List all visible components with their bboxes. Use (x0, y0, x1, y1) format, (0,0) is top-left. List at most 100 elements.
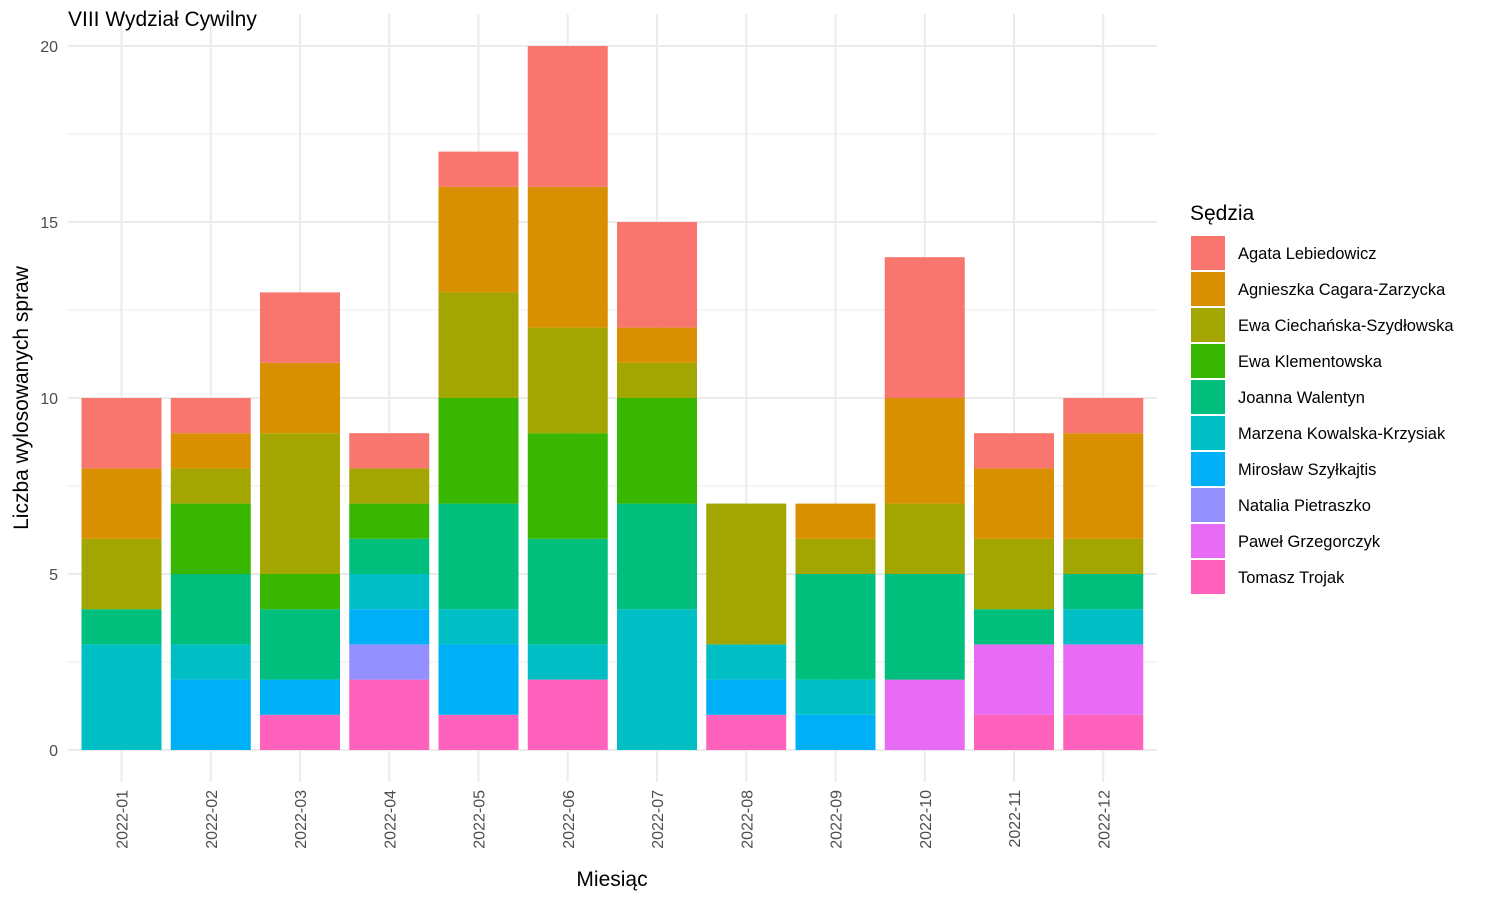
bar-segment (974, 433, 1054, 469)
bar-segment (884, 503, 965, 574)
bar-segment (974, 714, 1054, 750)
legend-key (1191, 488, 1225, 522)
legend-key (1191, 380, 1225, 414)
x-tick-label: 2022-03 (293, 790, 310, 849)
bar-segment (81, 538, 162, 610)
bar-segment (81, 609, 162, 645)
legend-label: Paweł Grzegorczyk (1238, 533, 1381, 551)
bar-segment (527, 644, 608, 680)
bar-segment (884, 574, 965, 680)
bar-segment (1063, 433, 1144, 539)
bar-segment (795, 574, 876, 680)
bar-segment (260, 714, 340, 750)
bar-segment (706, 503, 787, 645)
legend-key (1191, 272, 1225, 306)
legend-label: Tomasz Trojak (1238, 569, 1345, 587)
bar-segment (170, 398, 251, 434)
bar-segment (81, 644, 162, 750)
y-tick-label: 10 (40, 391, 58, 408)
bar-segment (617, 609, 697, 750)
legend-key (1191, 308, 1225, 342)
legend-item: Agata Lebiedowicz (1191, 236, 1377, 270)
bar-segment (884, 679, 965, 750)
bar-segment (617, 327, 697, 363)
bar-segment (617, 398, 697, 504)
bar-segment (260, 679, 340, 715)
bar-segment (1063, 609, 1144, 645)
chart-title: VIII Wydział Cywilny (68, 8, 257, 31)
bar-segment (1063, 574, 1144, 610)
x-tick-label: 2022-02 (204, 790, 221, 849)
bar-segment (260, 574, 340, 610)
legend-label: Natalia Pietraszko (1238, 497, 1371, 515)
bar-segment (974, 468, 1054, 539)
legend-label: Joanna Walentyn (1238, 389, 1365, 407)
bar-segment (974, 644, 1054, 715)
bar-segment (884, 398, 965, 504)
y-tick-label: 15 (40, 215, 58, 232)
bar-segment (438, 503, 519, 610)
legend-item: Ewa Ciechańska-Szydłowska (1191, 308, 1454, 342)
legend-item: Agnieszka Cagara-Zarzycka (1191, 272, 1446, 306)
x-tick-label: 2022-12 (1096, 790, 1113, 849)
bar-segment (170, 433, 251, 469)
legend-label: Ewa Ciechańska-Szydłowska (1238, 317, 1454, 335)
bar-segment (170, 503, 251, 574)
x-tick-label: 2022-09 (829, 790, 846, 849)
bar-segment (349, 433, 430, 469)
legend-item: Ewa Klementowska (1191, 344, 1383, 378)
legend-item: Natalia Pietraszko (1191, 488, 1371, 522)
legend-label: Ewa Klementowska (1238, 353, 1383, 371)
legend-label: Agnieszka Cagara-Zarzycka (1238, 281, 1446, 299)
bar-segment (617, 222, 697, 328)
bar-segment (170, 468, 251, 504)
bars (81, 46, 1144, 750)
bar-segment (527, 327, 608, 434)
x-tick-label: 2022-04 (382, 790, 399, 849)
bar-segment (884, 257, 965, 398)
bar-segment (706, 679, 787, 715)
bar-segment (81, 398, 162, 469)
bar-segment (349, 538, 430, 574)
bar-segment (170, 644, 251, 680)
x-tick-label: 2022-10 (918, 790, 935, 849)
bar-segment (349, 644, 430, 680)
bar-segment (349, 679, 430, 750)
bar-segment (527, 186, 608, 328)
x-axis-title: Miesiąc (576, 868, 647, 891)
bar-segment (349, 503, 430, 539)
legend-key (1191, 416, 1225, 450)
legend-label: Marzena Kowalska-Krzysiak (1238, 425, 1446, 443)
bar-segment (438, 398, 519, 504)
bar-segment (1063, 538, 1144, 574)
bar-segment (795, 679, 876, 715)
legend-label: Mirosław Szyłkajtis (1238, 461, 1376, 479)
bar-segment (974, 609, 1054, 645)
x-tick-label: 2022-06 (561, 790, 578, 849)
bar-segment (260, 292, 340, 363)
x-tick-label: 2022-05 (472, 790, 489, 849)
legend-key (1191, 344, 1225, 378)
legend-item: Paweł Grzegorczyk (1191, 524, 1381, 558)
bar-segment (974, 538, 1054, 610)
bar-segment (349, 609, 430, 645)
bar-segment (438, 714, 519, 750)
x-tick-label: 2022-01 (115, 790, 132, 849)
x-tick-label: 2022-08 (739, 790, 756, 849)
legend-key (1191, 236, 1225, 270)
bar-segment (527, 46, 608, 187)
bar-segment (617, 503, 697, 610)
bar-segment (438, 644, 519, 715)
y-tick-label: 20 (40, 39, 58, 56)
x-tick-label: 2022-11 (1007, 790, 1024, 848)
bar-segment (617, 362, 697, 398)
bar-segment (81, 468, 162, 539)
bar-segment (527, 679, 608, 750)
bar-segment (260, 362, 340, 434)
y-tick-label: 5 (49, 567, 58, 584)
bar-segment (1063, 398, 1144, 434)
bar-segment (438, 151, 519, 187)
bar-segment (1063, 714, 1144, 750)
